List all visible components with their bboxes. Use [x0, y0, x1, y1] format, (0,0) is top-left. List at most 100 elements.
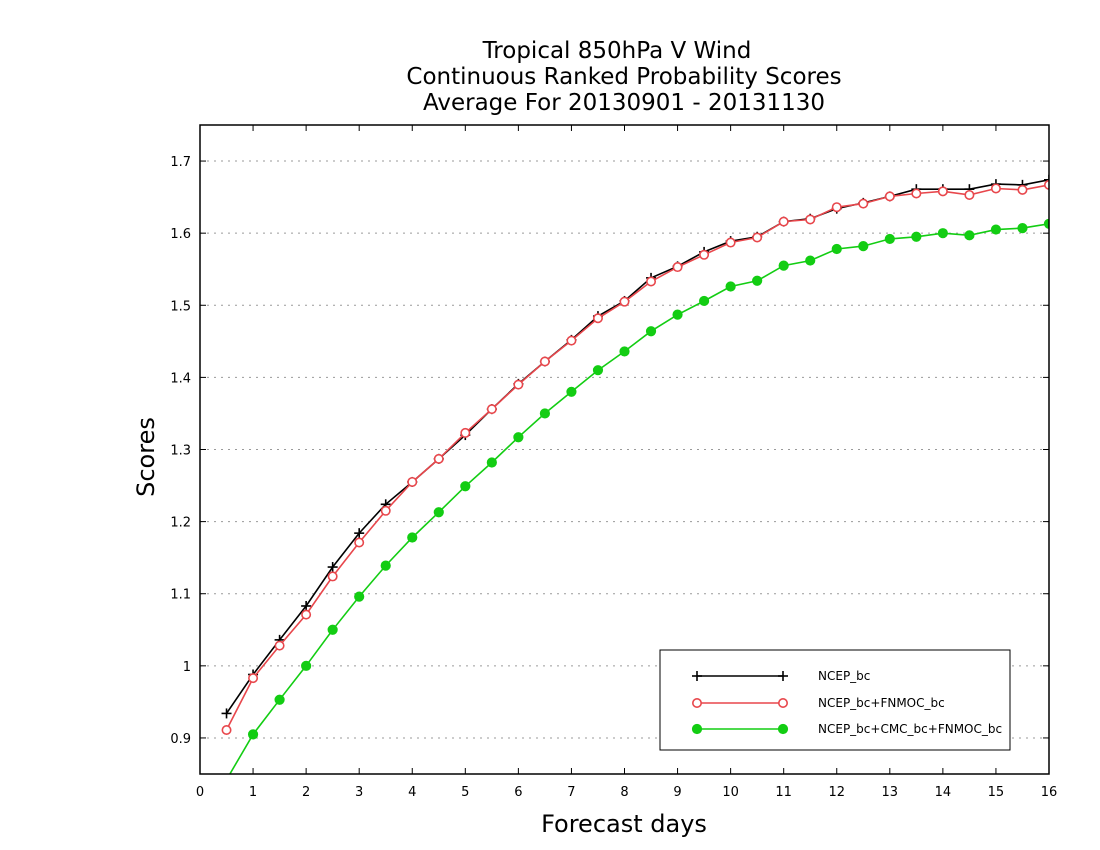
series-1-point-15 — [619, 296, 630, 307]
y-tick-label-7: 1.6 — [170, 227, 191, 242]
series-2-point-10 — [486, 457, 497, 468]
series-2-point-22 — [805, 255, 816, 266]
x-tick-label-6: 6 — [514, 785, 522, 800]
series-2-point-14 — [592, 365, 604, 376]
legend-entry-0: NCEP_bc — [692, 669, 870, 683]
series-1-point-11 — [513, 379, 524, 390]
y-tick-label-2: 1.1 — [170, 588, 191, 603]
x-tick-label-16: 16 — [1041, 785, 1058, 800]
series-0 — [221, 174, 1049, 719]
x-tick-label-12: 12 — [828, 785, 845, 800]
y-tick-label-6: 1.5 — [170, 299, 191, 314]
series-1-point-7 — [407, 476, 418, 487]
series-2-point-1 — [247, 729, 259, 740]
series-1-point-21 — [778, 216, 789, 227]
x-tick-label-11: 11 — [775, 785, 792, 800]
y-tick-label-5: 1.4 — [170, 371, 191, 386]
series-2-point-12 — [539, 408, 551, 419]
x-tick-label-1: 1 — [249, 785, 257, 800]
series-2-point-13 — [566, 386, 577, 397]
series-2-point-30 — [1017, 223, 1028, 234]
series-1-point-5 — [354, 537, 365, 548]
series-2-point-6 — [380, 560, 391, 571]
x-tick-label-13: 13 — [882, 785, 899, 800]
series-1-point-1 — [248, 673, 259, 684]
series-line-0 — [225, 179, 1049, 714]
series-1-point-25 — [884, 191, 895, 202]
series-1-point-22 — [805, 214, 816, 225]
x-tick-label-7: 7 — [567, 785, 575, 800]
legend-box — [659, 649, 1011, 751]
series-2-point-4 — [327, 624, 338, 635]
legend-marker-start-2 — [691, 723, 703, 735]
x-tick-label-3: 3 — [355, 785, 363, 800]
chart-title-line-2: Continuous Ranked Probability Scores — [406, 64, 841, 90]
series-2-point-5 — [354, 591, 365, 602]
series-1-point-14 — [592, 313, 603, 324]
y-tick-label-0: 0.9 — [170, 732, 191, 747]
series-2-point-20 — [752, 275, 763, 286]
legend-marker-start-0 — [692, 671, 702, 681]
series-1-point-12 — [539, 356, 550, 367]
series-1-point-30 — [1017, 184, 1028, 195]
series-1-point-28 — [964, 189, 975, 200]
series-1-point-20 — [752, 232, 763, 243]
series-1 — [221, 179, 1049, 736]
series-1-point-2 — [274, 640, 285, 651]
series-2-point-26 — [911, 231, 922, 242]
series-2-point-25 — [884, 233, 895, 245]
series-1-point-19 — [725, 237, 736, 248]
series-1-point-26 — [911, 188, 922, 199]
chart-title-line-3: Average For 20130901 - 20131130 — [423, 90, 825, 116]
series-2-point-8 — [433, 507, 444, 518]
series-1-point-8 — [433, 453, 444, 464]
series-2-point-16 — [645, 326, 657, 337]
legend: NCEP_bc NCEP_bc+FNMOC_bc NCEP_bc+CMC_bc+FN… — [659, 649, 1011, 751]
series-2-point-7 — [407, 532, 418, 543]
series-1-point-10 — [486, 404, 497, 415]
series-0-point-0 — [221, 708, 232, 719]
x-tick-label-4: 4 — [408, 785, 416, 800]
legend-label-0: NCEP_bc — [818, 669, 870, 683]
series-1-point-27 — [937, 186, 948, 197]
series-0-point-3 — [301, 600, 312, 611]
legend-entries: NCEP_bc NCEP_bc+FNMOC_bc NCEP_bc+CMC_bc+FN… — [691, 669, 1002, 736]
x-tick-label-14: 14 — [935, 785, 952, 800]
series-2-point-19 — [725, 281, 736, 292]
legend-label-2: NCEP_bc+CMC_bc+FNMOC_bc — [818, 722, 1002, 736]
y-tick-label-1: 1 — [183, 660, 191, 675]
series-1-point-29 — [990, 183, 1001, 194]
series-line-1 — [225, 184, 1049, 731]
legend-entry-2: NCEP_bc+CMC_bc+FNMOC_bc — [691, 722, 1002, 736]
series-layer — [221, 174, 1049, 784]
x-axis: 0 1 2 3 4 5 6 7 8 9 10 11 12 13 14 15 16 — [196, 125, 1057, 800]
series-1-point-6 — [380, 505, 391, 516]
x-tick-label-2: 2 — [302, 785, 310, 800]
series-0-point-4 — [327, 562, 338, 573]
legend-marker-end-1 — [777, 697, 788, 708]
chart-title-line-1: Tropical 850hPa V Wind — [482, 38, 752, 64]
series-2-point-31 — [1043, 218, 1049, 229]
x-tick-label-0: 0 — [196, 785, 204, 800]
series-2-point-0 — [222, 775, 231, 784]
x-tick-label-15: 15 — [988, 785, 1005, 800]
series-1-point-0 — [221, 725, 232, 736]
y-tick-label-8: 1.7 — [170, 155, 191, 170]
series-1-point-23 — [831, 202, 842, 213]
y-axis: 0.9 1 1.1 1.2 1.3 1.4 1.5 1.6 1.7 — [170, 155, 1049, 747]
series-2-point-23 — [831, 243, 842, 255]
series-1-point-13 — [566, 335, 577, 346]
series-2-point-27 — [937, 228, 948, 239]
series-2 — [222, 218, 1049, 784]
x-tick-label-9: 9 — [673, 785, 681, 800]
legend-label-1: NCEP_bc+FNMOC_bc — [818, 696, 945, 710]
y-axis-label: Scores — [132, 417, 160, 497]
chart-title: Tropical 850hPa V Wind Continuous Ranked… — [406, 38, 841, 116]
series-2-point-29 — [990, 224, 1002, 235]
legend-marker-start-1 — [691, 697, 702, 708]
series-2-point-15 — [619, 346, 630, 357]
series-2-point-9 — [460, 481, 471, 492]
series-2-point-18 — [698, 295, 710, 307]
series-2-point-2 — [274, 694, 285, 705]
